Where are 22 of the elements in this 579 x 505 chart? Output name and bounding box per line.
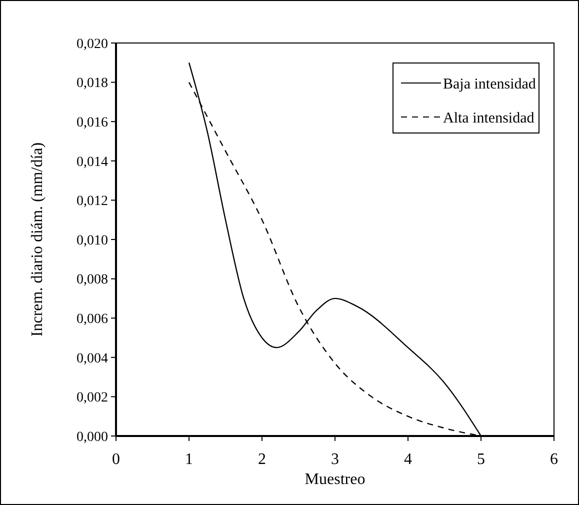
x-tick-label: 1	[185, 451, 193, 468]
y-tick-label: 0,014	[76, 154, 108, 170]
x-tick-label: 3	[331, 451, 339, 468]
y-tick-label: 0,012	[76, 194, 108, 210]
y-tick-label: 0,002	[76, 390, 108, 406]
y-tick-label: 0,016	[76, 116, 108, 130]
x-axis-title: Muestreo	[304, 471, 366, 488]
x-tick-label: 4	[404, 451, 412, 468]
y-tick-label: 0,006	[76, 312, 108, 327]
y-axis-title: Increm. diario diám. (mm/día)	[29, 142, 46, 337]
x-tick-label: 2	[258, 451, 266, 468]
x-tick-label: 0	[112, 451, 120, 468]
y-tick-label: 0,018	[76, 76, 108, 92]
x-tick-label: 5	[477, 451, 485, 468]
y-tick-label: 0,010	[76, 233, 108, 248]
y-tick-label: 0,020	[76, 36, 108, 52]
y-tick-label: 0,008	[76, 272, 108, 288]
y-tick-label: 0,004	[76, 351, 108, 366]
y-tick-label: 0,000	[76, 430, 108, 445]
legend-label: Baja intensidad	[443, 76, 536, 92]
legend-label: Alta intensidad	[443, 110, 535, 126]
x-tick-label: 6	[550, 451, 558, 468]
